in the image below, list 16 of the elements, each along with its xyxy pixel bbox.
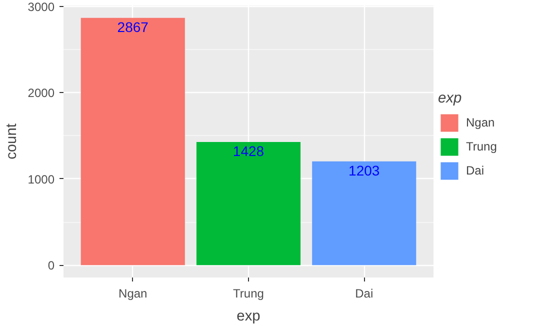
- y-tick-label: 3000: [28, 0, 55, 14]
- x-tick-label: Dai: [355, 286, 374, 300]
- y-tick-label: 0: [48, 258, 55, 273]
- x-axis-title: exp: [236, 308, 260, 324]
- y-tick-label: 1000: [28, 172, 55, 186]
- x-tick-label: Ngan: [118, 286, 148, 300]
- legend-title: exp: [438, 90, 463, 106]
- x-tick-label: Trung: [233, 286, 264, 300]
- data-label: 2867: [117, 18, 149, 35]
- y-axis-title: count: [4, 124, 20, 160]
- legend-label: Trung: [466, 140, 497, 154]
- y-tick-label: 2000: [28, 86, 55, 100]
- data-label: 1428: [232, 142, 264, 159]
- data-label: 1203: [348, 162, 380, 178]
- legend-label: Ngan: [466, 116, 495, 130]
- legend-label: Dai: [466, 164, 486, 178]
